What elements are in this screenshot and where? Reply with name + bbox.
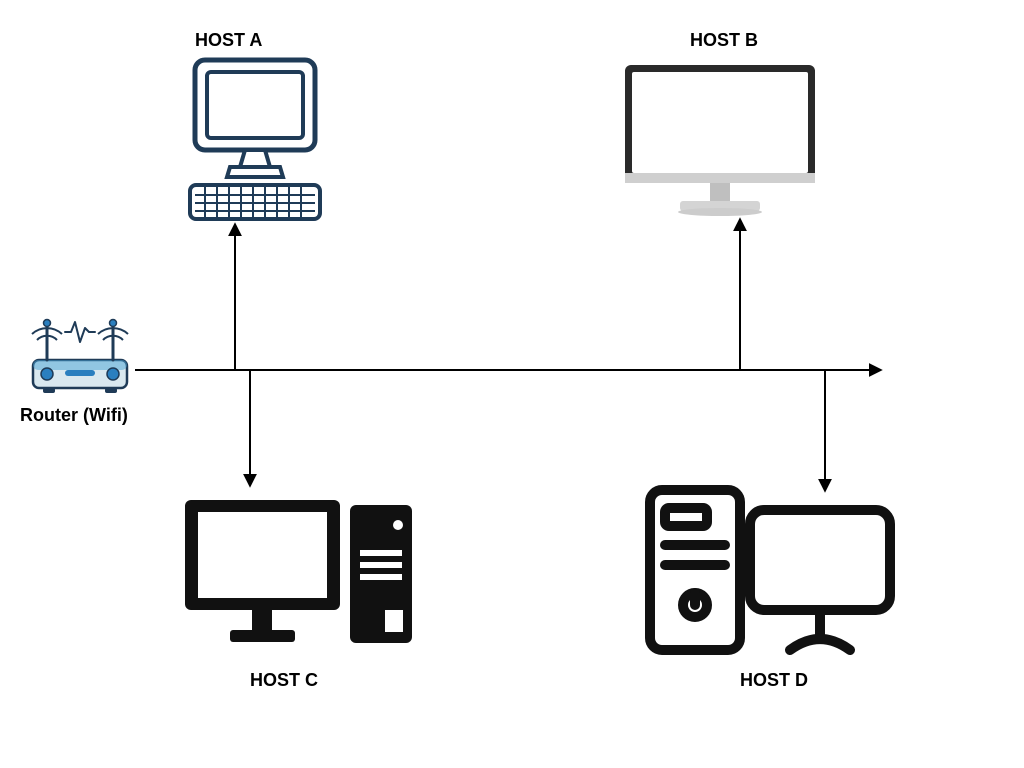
pc-monitor-tower-icon bbox=[180, 490, 420, 660]
host-d-node bbox=[640, 480, 900, 660]
router-label: Router (Wifi) bbox=[20, 405, 128, 426]
host-c-label: HOST C bbox=[250, 670, 318, 691]
host-c-node bbox=[180, 490, 420, 660]
host-b-node bbox=[620, 60, 820, 220]
network-diagram: Router (Wifi) bbox=[0, 0, 1024, 768]
host-b-label: HOST B bbox=[690, 30, 758, 51]
monitor-icon bbox=[620, 60, 820, 220]
desktop-computer-icon bbox=[175, 55, 335, 225]
host-a-node bbox=[175, 55, 335, 225]
router-node bbox=[25, 310, 135, 400]
host-a-label: HOST A bbox=[195, 30, 262, 51]
host-d-label: HOST D bbox=[740, 670, 808, 691]
router-icon bbox=[25, 310, 135, 400]
tower-monitor-outline-icon bbox=[640, 480, 900, 660]
